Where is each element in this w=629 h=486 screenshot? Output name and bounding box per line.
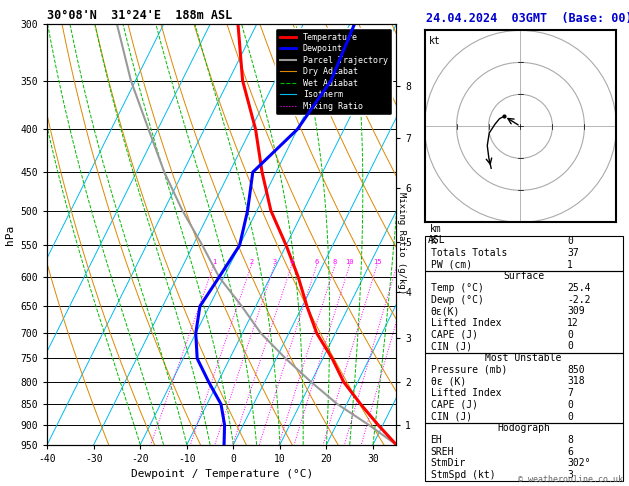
Text: CAPE (J): CAPE (J) — [430, 400, 477, 410]
Text: 6: 6 — [314, 259, 319, 265]
Text: CIN (J): CIN (J) — [430, 341, 472, 351]
Text: StmSpd (kt): StmSpd (kt) — [430, 470, 495, 480]
Text: 24.04.2024  03GMT  (Base: 00): 24.04.2024 03GMT (Base: 00) — [426, 12, 629, 25]
Text: 7: 7 — [567, 388, 573, 398]
Text: CAPE (J): CAPE (J) — [430, 330, 477, 340]
Text: Hodograph: Hodograph — [497, 423, 550, 433]
Text: 3: 3 — [567, 470, 573, 480]
Text: SREH: SREH — [430, 447, 454, 456]
Text: 4: 4 — [290, 259, 294, 265]
Y-axis label: hPa: hPa — [5, 225, 15, 244]
Bar — [425, 271, 623, 352]
Text: 3: 3 — [272, 259, 277, 265]
Text: 0: 0 — [567, 330, 573, 340]
Text: 850: 850 — [567, 365, 585, 375]
Text: 0: 0 — [567, 412, 573, 421]
Legend: Temperature, Dewpoint, Parcel Trajectory, Dry Adiabat, Wet Adiabat, Isotherm, Mi: Temperature, Dewpoint, Parcel Trajectory… — [276, 29, 392, 115]
Text: 8: 8 — [333, 259, 337, 265]
Text: © weatheronline.co.uk: © weatheronline.co.uk — [518, 474, 623, 484]
Y-axis label: km
ASL: km ASL — [427, 224, 445, 245]
Text: Dewp (°C): Dewp (°C) — [430, 295, 484, 305]
X-axis label: Dewpoint / Temperature (°C): Dewpoint / Temperature (°C) — [131, 469, 313, 479]
Bar — [425, 236, 623, 271]
Text: 25.4: 25.4 — [567, 283, 591, 293]
Text: 12: 12 — [567, 318, 579, 328]
Text: StmDir: StmDir — [430, 458, 465, 468]
Text: PW (cm): PW (cm) — [430, 260, 472, 270]
Text: 0: 0 — [567, 236, 573, 246]
Text: 8: 8 — [567, 435, 573, 445]
Text: Pressure (mb): Pressure (mb) — [430, 365, 507, 375]
Text: kt: kt — [428, 36, 440, 46]
Bar — [425, 352, 623, 423]
Bar — [425, 423, 623, 481]
Text: 309: 309 — [567, 306, 585, 316]
Text: 0: 0 — [567, 400, 573, 410]
Text: K: K — [430, 236, 437, 246]
Text: 318: 318 — [567, 377, 585, 386]
Text: θε (K): θε (K) — [430, 377, 465, 386]
Text: 1: 1 — [212, 259, 216, 265]
Text: Temp (°C): Temp (°C) — [430, 283, 484, 293]
Text: Totals Totals: Totals Totals — [430, 248, 507, 258]
Text: 1: 1 — [567, 260, 573, 270]
Text: 37: 37 — [567, 248, 579, 258]
Text: 10: 10 — [345, 259, 354, 265]
Text: Surface: Surface — [503, 271, 544, 281]
Text: 2: 2 — [249, 259, 253, 265]
Text: CIN (J): CIN (J) — [430, 412, 472, 421]
Text: Most Unstable: Most Unstable — [486, 353, 562, 363]
Text: 6: 6 — [567, 447, 573, 456]
Text: Lifted Index: Lifted Index — [430, 388, 501, 398]
Text: Lifted Index: Lifted Index — [430, 318, 501, 328]
Text: -2.2: -2.2 — [567, 295, 591, 305]
Text: 302°: 302° — [567, 458, 591, 468]
Text: 0: 0 — [567, 341, 573, 351]
Text: 15: 15 — [373, 259, 381, 265]
Text: θε(K): θε(K) — [430, 306, 460, 316]
Text: 30°08'N  31°24'E  188m ASL: 30°08'N 31°24'E 188m ASL — [47, 9, 233, 22]
Text: EH: EH — [430, 435, 442, 445]
Text: Mixing Ratio (g/kg): Mixing Ratio (g/kg) — [397, 192, 406, 294]
